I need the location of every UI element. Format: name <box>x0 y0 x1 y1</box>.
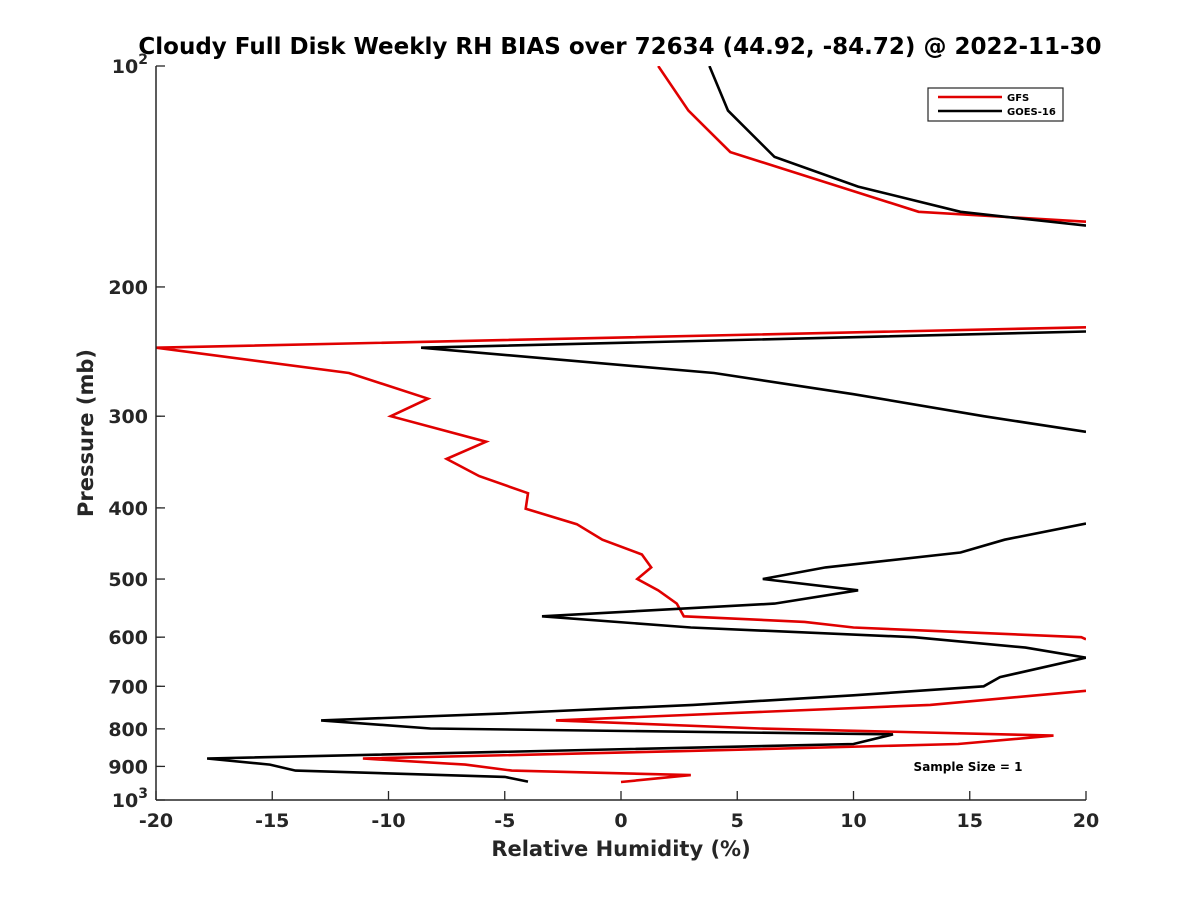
x-tick-label: -5 <box>494 810 515 832</box>
x-tick-label: 20 <box>1073 810 1099 832</box>
x-tick-label: -15 <box>255 810 289 832</box>
y-tick-label: 600 <box>108 627 148 649</box>
x-tick-label: 0 <box>614 810 627 832</box>
sample-size-annotation: Sample Size = 1 <box>914 760 1023 774</box>
series-line-goes-16-2 <box>420 330 1086 434</box>
x-tick-label: -10 <box>371 810 405 832</box>
y-tick-label: 400 <box>108 498 148 520</box>
series-line-goes-16-1 <box>708 66 1086 227</box>
x-tick-label: 15 <box>957 810 983 832</box>
legend-box <box>927 87 1064 122</box>
x-axis-label: Relative Humidity (%) <box>491 837 750 861</box>
legend: GFS GOES-16 <box>927 87 1064 122</box>
series-line-gfs-1 <box>657 66 1086 223</box>
y-tick-label: 500 <box>108 569 148 591</box>
x-tick-label: 10 <box>840 810 866 832</box>
x-tick-label: -20 <box>139 810 173 832</box>
y-tick-label: 200 <box>108 277 148 299</box>
axes-layer: -20 -15 -10 -5 0 5 10 15 20 102 200 300 400 500 600 700… <box>108 52 1099 832</box>
y-tick-label: 300 <box>108 406 148 428</box>
series-line-gfs-3 <box>362 689 1086 784</box>
legend-label-gfs: GFS <box>1007 93 1029 104</box>
series-layer <box>156 66 1086 784</box>
legend-label-goes-16: GOES-16 <box>1007 107 1056 118</box>
chart-title: Cloudy Full Disk Weekly RH BIAS over 726… <box>138 34 1101 60</box>
y-tick-label: 102 <box>112 52 148 78</box>
series-line-goes-16-3 <box>206 522 1086 783</box>
y-tick-label: 800 <box>108 719 148 741</box>
y-tick-label: 900 <box>108 756 148 778</box>
y-tick-label: 700 <box>108 676 148 698</box>
series-line-gfs-2 <box>156 326 1086 641</box>
x-tick-label: 5 <box>731 810 744 832</box>
y-tick-label: 103 <box>112 786 148 812</box>
y-axis-label: Pressure (mb) <box>74 349 98 517</box>
